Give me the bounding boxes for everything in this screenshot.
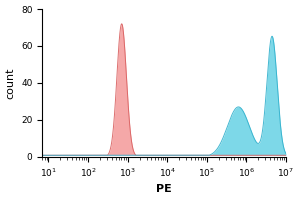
- X-axis label: PE: PE: [156, 184, 172, 194]
- Y-axis label: count: count: [6, 67, 16, 99]
